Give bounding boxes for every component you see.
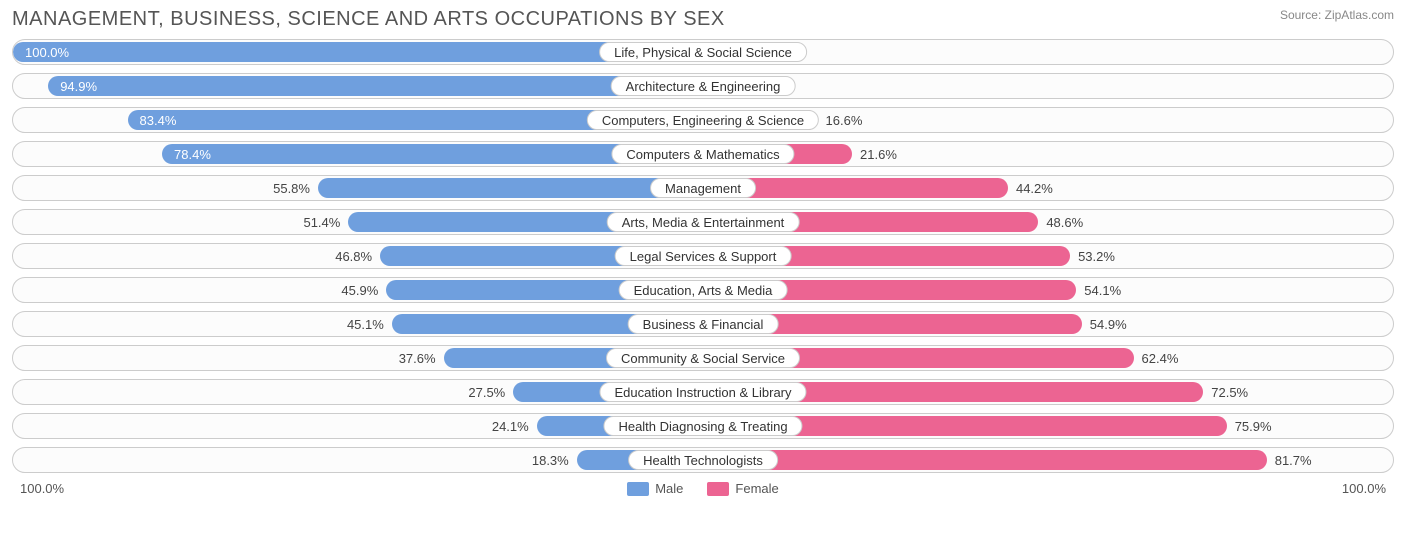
category-label: Life, Physical & Social Science <box>599 42 807 62</box>
bar-row: Education Instruction & Library 27.5% 72.5… <box>12 379 1394 405</box>
legend: Male Female <box>64 481 1342 496</box>
bar-row: Community & Social Service 37.6% 62.4% <box>12 345 1394 371</box>
male-value-label: 83.4% <box>128 108 177 132</box>
category-label: Arts, Media & Entertainment <box>607 212 800 232</box>
bar-row: Computers & Mathematics 78.4% 21.6% <box>12 141 1394 167</box>
source-label: Source: <box>1280 8 1321 22</box>
bar-row: Management 55.8% 44.2% <box>12 175 1394 201</box>
bar-row: Computers, Engineering & Science 83.4% 16.… <box>12 107 1394 133</box>
category-label: Health Technologists <box>628 450 778 470</box>
legend-female-label: Female <box>735 481 778 496</box>
chart-title: MANAGEMENT, BUSINESS, SCIENCE AND ARTS O… <box>12 8 725 31</box>
male-value-label: 94.9% <box>48 74 97 98</box>
male-swatch <box>627 482 649 496</box>
axis-left-label: 100.0% <box>20 481 64 496</box>
male-value-label: 100.0% <box>13 40 69 64</box>
category-label: Education Instruction & Library <box>599 382 806 402</box>
female-value-label: 53.2% <box>1070 244 1115 268</box>
category-label: Computers & Mathematics <box>611 144 794 164</box>
male-value-label: 45.9% <box>341 278 386 302</box>
female-value-label: 81.7% <box>1267 448 1312 472</box>
bar-row: Architecture & Engineering94.9%5.1% <box>12 73 1394 99</box>
bar-row: Education, Arts & Media 45.9% 54.1% <box>12 277 1394 303</box>
category-label: Legal Services & Support <box>615 246 792 266</box>
axis-right-label: 100.0% <box>1342 481 1386 496</box>
bar-row: Health Diagnosing & Treating 24.1% 75.9% <box>12 413 1394 439</box>
legend-male-label: Male <box>655 481 683 496</box>
bar-row: Health Technologists 18.3% 81.7% <box>12 447 1394 473</box>
category-label: Community & Social Service <box>606 348 800 368</box>
diverging-bar-chart: Life, Physical & Social Science100.0%0.0… <box>12 39 1394 473</box>
category-label: Computers, Engineering & Science <box>587 110 819 130</box>
male-value-label: 55.8% <box>273 176 318 200</box>
legend-item-female: Female <box>707 481 778 496</box>
female-value-label: 16.6% <box>818 108 863 132</box>
female-swatch <box>707 482 729 496</box>
bar-row: Legal Services & Support 46.8% 53.2% <box>12 243 1394 269</box>
female-value-label: 44.2% <box>1008 176 1053 200</box>
female-bar <box>703 450 1267 470</box>
chart-header: MANAGEMENT, BUSINESS, SCIENCE AND ARTS O… <box>12 8 1394 31</box>
male-value-label: 51.4% <box>303 210 348 234</box>
category-label: Architecture & Engineering <box>611 76 796 96</box>
female-value-label: 62.4% <box>1134 346 1179 370</box>
male-value-label: 78.4% <box>162 142 211 166</box>
female-value-label: 48.6% <box>1038 210 1083 234</box>
male-bar <box>48 76 703 96</box>
female-value-label: 72.5% <box>1203 380 1248 404</box>
female-value-label: 54.9% <box>1082 312 1127 336</box>
female-value-label: 54.1% <box>1076 278 1121 302</box>
male-value-label: 46.8% <box>335 244 380 268</box>
bar-row: Life, Physical & Social Science100.0%0.0… <box>12 39 1394 65</box>
bar-row: Arts, Media & Entertainment 51.4% 48.6% <box>12 209 1394 235</box>
female-value-label: 21.6% <box>852 142 897 166</box>
chart-footer: 100.0% Male Female 100.0% <box>12 481 1394 496</box>
female-value-label: 75.9% <box>1227 414 1272 438</box>
source-name: ZipAtlas.com <box>1325 8 1394 22</box>
category-label: Health Diagnosing & Treating <box>603 416 802 436</box>
male-bar <box>318 178 703 198</box>
male-value-label: 24.1% <box>492 414 537 438</box>
male-value-label: 18.3% <box>532 448 577 472</box>
male-value-label: 45.1% <box>347 312 392 336</box>
category-label: Education, Arts & Media <box>619 280 788 300</box>
male-value-label: 37.6% <box>399 346 444 370</box>
legend-item-male: Male <box>627 481 683 496</box>
bar-row: Business & Financial 45.1% 54.9% <box>12 311 1394 337</box>
category-label: Management <box>650 178 756 198</box>
chart-source: Source: ZipAtlas.com <box>1280 8 1394 22</box>
male-value-label: 27.5% <box>468 380 513 404</box>
category-label: Business & Financial <box>628 314 779 334</box>
